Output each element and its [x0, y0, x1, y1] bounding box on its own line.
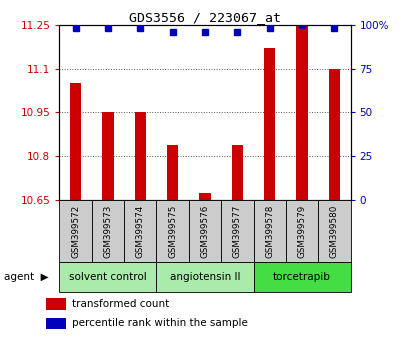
Bar [285, 200, 317, 262]
Bar [253, 200, 285, 262]
Bar [59, 262, 156, 292]
Bar [92, 200, 124, 262]
Text: GSM399579: GSM399579 [297, 204, 306, 258]
Bar [263, 48, 275, 200]
Bar [45, 298, 65, 310]
Text: percentile rank within the sample: percentile rank within the sample [72, 319, 247, 329]
Bar [296, 25, 307, 200]
Bar [156, 200, 189, 262]
Bar [199, 193, 210, 200]
Bar [189, 200, 220, 262]
Bar [231, 144, 243, 200]
Text: GSM399573: GSM399573 [103, 204, 112, 258]
Text: GSM399580: GSM399580 [329, 204, 338, 258]
Text: solvent control: solvent control [69, 272, 146, 282]
Bar [156, 262, 253, 292]
Bar [220, 200, 253, 262]
Text: GSM399578: GSM399578 [265, 204, 274, 258]
Text: transformed count: transformed count [72, 299, 169, 309]
Bar [59, 200, 92, 262]
Text: GSM399577: GSM399577 [232, 204, 241, 258]
Bar [328, 69, 339, 200]
Bar [134, 113, 146, 200]
Bar [102, 113, 113, 200]
Bar [166, 144, 178, 200]
Bar [253, 262, 350, 292]
Title: GDS3556 / 223067_at: GDS3556 / 223067_at [129, 11, 280, 24]
Bar [70, 83, 81, 200]
Text: GSM399572: GSM399572 [71, 204, 80, 258]
Bar [124, 200, 156, 262]
Text: angiotensin II: angiotensin II [169, 272, 240, 282]
Bar [45, 318, 65, 330]
Text: agent  ▶: agent ▶ [4, 272, 49, 282]
Text: GSM399576: GSM399576 [200, 204, 209, 258]
Text: torcetrapib: torcetrapib [272, 272, 330, 282]
Text: GSM399575: GSM399575 [168, 204, 177, 258]
Text: GSM399574: GSM399574 [135, 204, 144, 258]
Bar [317, 200, 350, 262]
